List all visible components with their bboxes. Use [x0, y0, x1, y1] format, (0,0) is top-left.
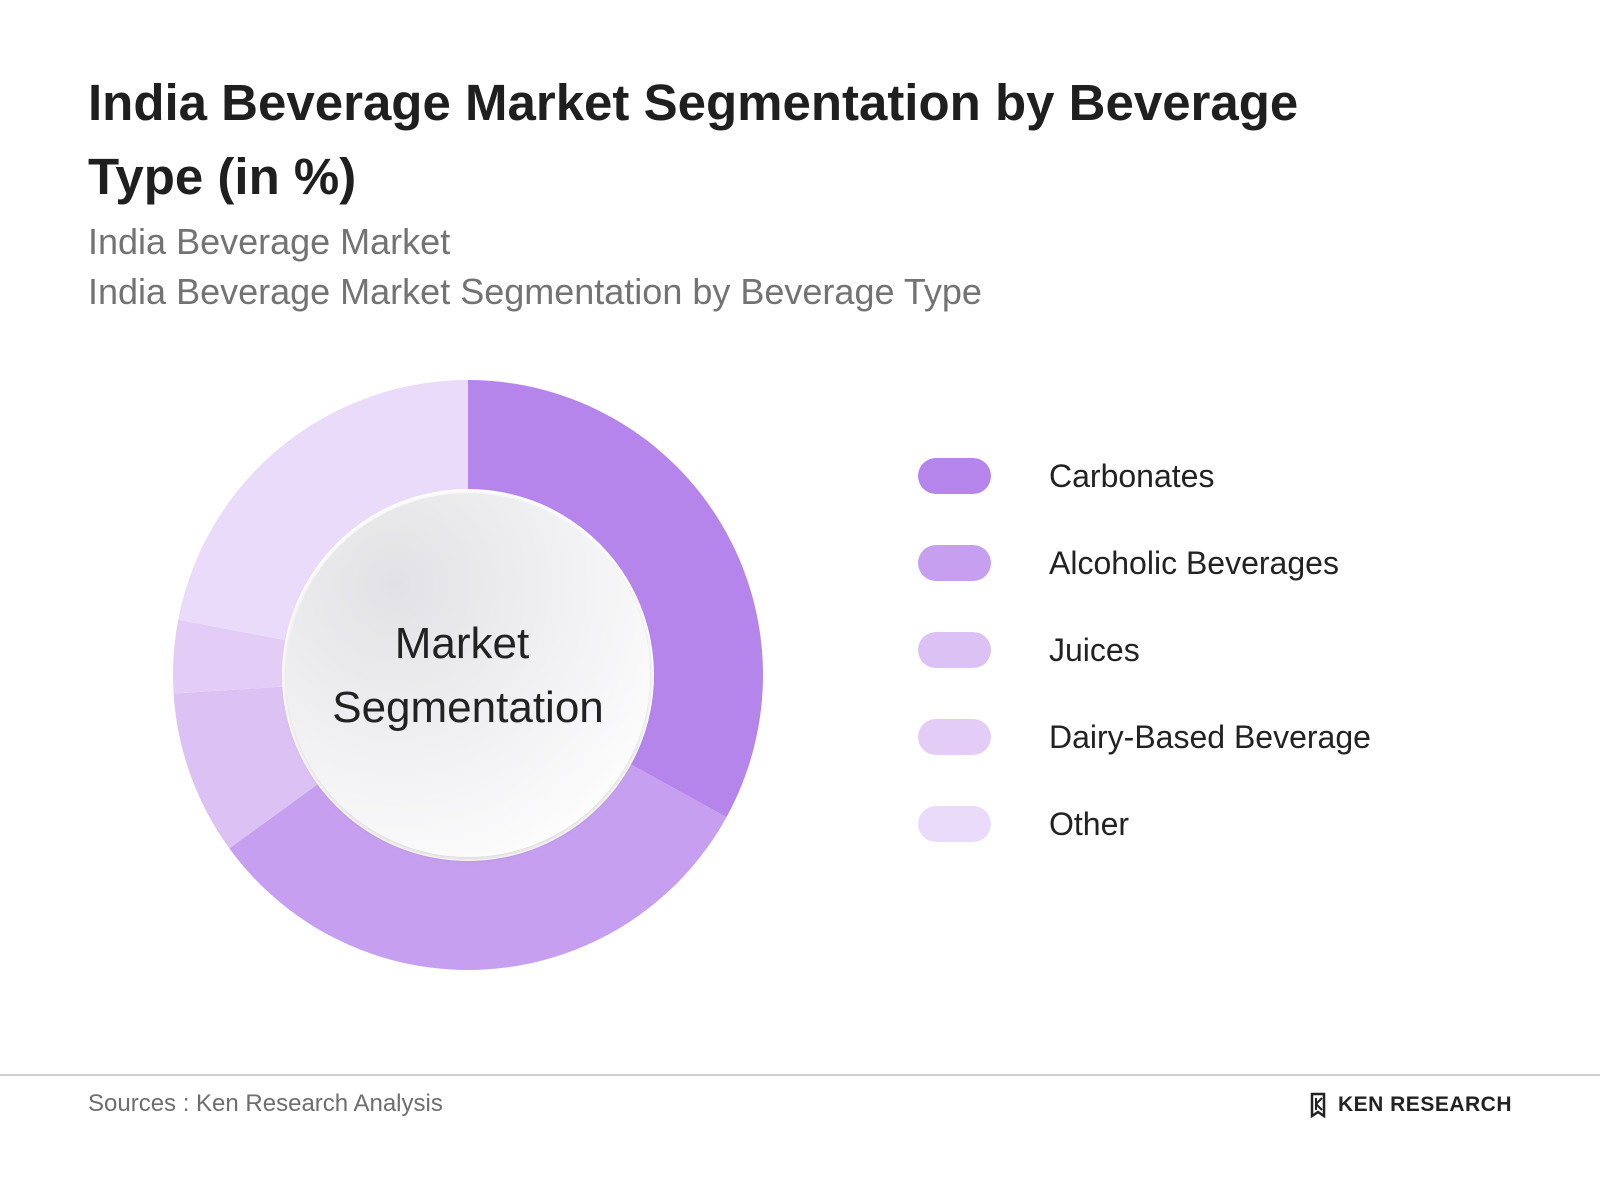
chart-title: India Beverage Market Segmentation by Be… — [88, 74, 1299, 205]
legend-item-alcoholic-beverages: Alcoholic Beverages — [918, 545, 1371, 581]
legend-swatch-alcoholic-beverages — [918, 545, 991, 581]
legend-item-dairy-based-beverage: Dairy-Based Beverage — [918, 719, 1371, 755]
legend-label-other: Other — [1049, 805, 1130, 842]
donut-slices — [173, 380, 764, 971]
chart-subtitle-segmentation: India Beverage Market Segmentation by Be… — [88, 271, 982, 312]
legend-label-carbonates: Carbonates — [1049, 457, 1215, 494]
slice-other — [178, 380, 468, 642]
source-note: Sources : Ken Research Analysis — [88, 1090, 443, 1117]
legend-item-juices: Juices — [918, 632, 1371, 668]
center-label-line1: Market — [395, 619, 529, 668]
footer-divider — [0, 1074, 1600, 1076]
slice-dairy-based-beverage — [173, 619, 292, 694]
ken-research-logo-icon — [1310, 1092, 1326, 1118]
legend-swatch-juices — [918, 632, 991, 668]
slice-alcoholic-beverages — [229, 761, 727, 971]
slice-carbonates — [468, 380, 764, 818]
legend-swatch-other — [918, 806, 991, 842]
chart-legend: Carbonates Alcoholic Beverages Juices Dairy… — [918, 458, 1371, 893]
donut-chart: Market Segmentation — [173, 380, 764, 971]
slice-juices — [173, 686, 323, 849]
legend-swatch-dairy-based-beverage — [918, 719, 991, 755]
legend-item-other: Other — [918, 806, 1371, 842]
chart-subtitle-market: India Beverage Market — [88, 221, 451, 262]
legend-item-carbonates: Carbonates — [918, 458, 1371, 494]
donut-center-disc — [286, 493, 650, 857]
brand-name: KEN RESEARCH — [1337, 1093, 1512, 1116]
legend-swatch-carbonates — [918, 458, 991, 494]
brand-logo: KEN RESEARCH — [1310, 1092, 1512, 1118]
center-label-line2: Segmentation — [332, 683, 604, 732]
legend-label-juices: Juices — [1049, 631, 1140, 668]
legend-label-alcoholic-beverages: Alcoholic Beverages — [1049, 544, 1339, 581]
legend-label-dairy-based-beverage: Dairy-Based Beverage — [1049, 718, 1371, 755]
